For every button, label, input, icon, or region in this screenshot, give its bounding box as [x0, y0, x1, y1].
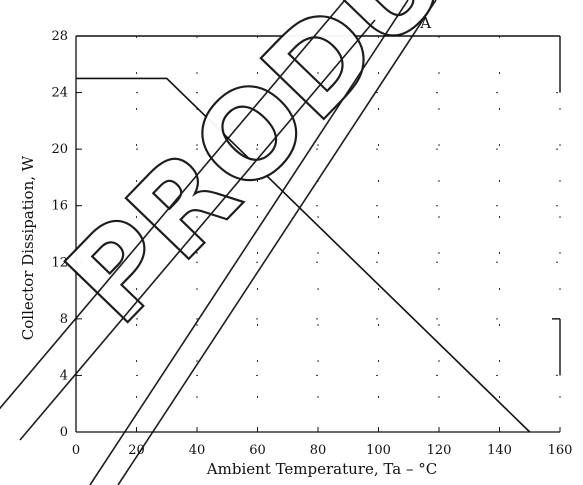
- watermark-text: PRODU: [41, 0, 474, 350]
- y-tick-label: 12: [51, 255, 68, 270]
- y-tick-label: 16: [51, 199, 68, 214]
- watermark: PRODU: [0, 0, 475, 485]
- x-tick-label: 0: [72, 443, 80, 458]
- x-tick-label: 100: [366, 443, 391, 458]
- derating-curve: [76, 77, 531, 433]
- y-tick-label: 28: [51, 29, 68, 44]
- y-axis-title: Collector Dissipation, W: [19, 155, 37, 340]
- x-tick-label: 160: [548, 443, 573, 458]
- watermark-stripe: [19, 19, 376, 441]
- x-tick-label: 20: [128, 443, 145, 458]
- x-tick-label: 140: [487, 443, 512, 458]
- y-tick-label: 20: [51, 142, 68, 157]
- current-annotation: – 1 A: [394, 14, 432, 32]
- x-tick-label: 120: [427, 443, 452, 458]
- y-tick-labels: 0 4 8 12 16 20 24 28: [51, 29, 82, 440]
- watermark-stripe: [0, 0, 346, 410]
- watermark-stripe: [117, 0, 437, 485]
- watermark-stripe: [89, 0, 409, 485]
- x-tick-label: 80: [310, 443, 327, 458]
- series-layer: [76, 35, 561, 433]
- x-tick-labels: 0 20 40 60 80 100 120 140 160: [72, 427, 573, 458]
- y-tick-label: 0: [60, 425, 68, 440]
- y-tick-label: 24: [51, 86, 68, 101]
- x-axis-title: Ambient Temperature, Ta – °C: [206, 460, 437, 478]
- y-tick-label: 4: [60, 368, 68, 383]
- y-tick-label: 8: [60, 312, 68, 327]
- x-tick-label: 40: [189, 443, 206, 458]
- x-tick-label: 60: [249, 443, 266, 458]
